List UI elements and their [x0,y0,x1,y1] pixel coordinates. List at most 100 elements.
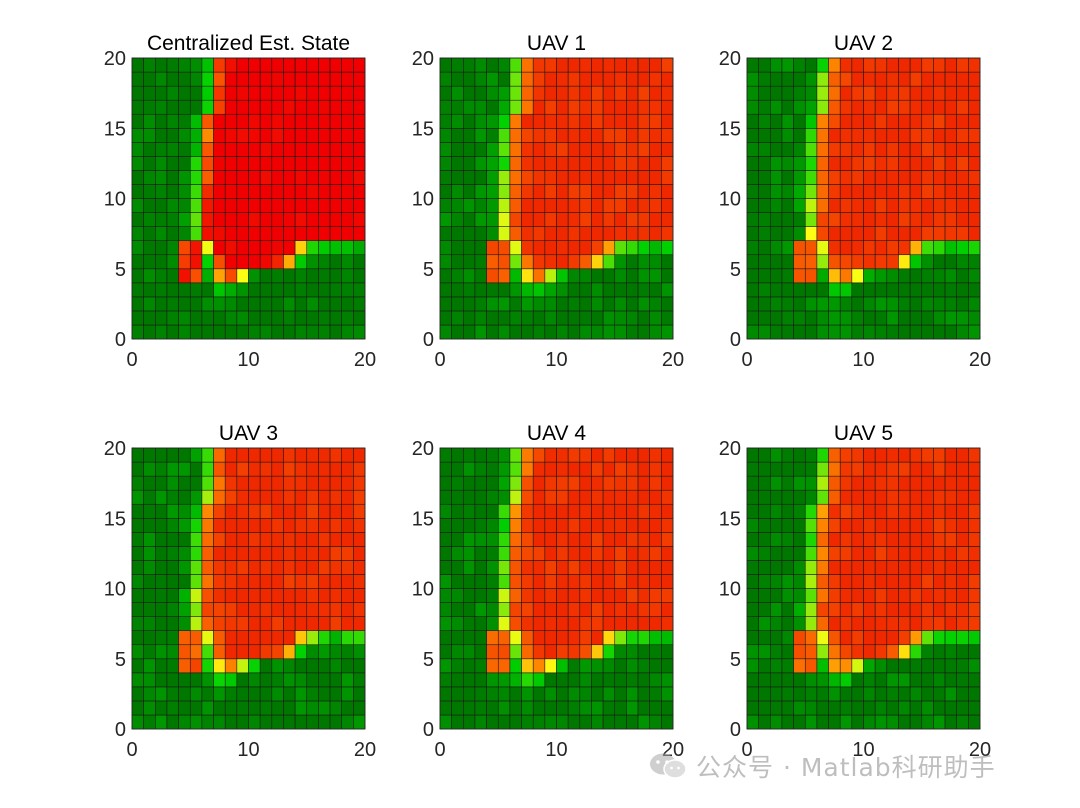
heatmap-cell [213,700,226,716]
heatmap-cell [909,588,923,603]
heatmap-cell [874,489,888,505]
heatmap-cell [591,296,604,312]
heatmap-cell [874,296,888,312]
heatmap-cell [804,616,818,631]
heatmap-cell [863,113,876,129]
heatmap-cell [649,240,662,256]
heatmap-cell [486,602,499,617]
heatmap-cell [968,212,981,227]
heatmap-cell [155,184,168,199]
heatmap-cell [886,517,899,533]
heatmap-cell [306,71,319,87]
heatmap-cell [944,700,958,716]
heatmap-cell [143,127,156,143]
heatmap-cell [839,658,853,674]
heatmap-cell [793,700,806,716]
heatmap-cell [898,489,911,505]
heatmap-cell [213,531,226,547]
heatmap-cell [851,240,864,256]
heatmap-cell [956,700,969,716]
heatmap-cell [921,310,934,326]
heatmap-cell [758,560,771,575]
heatmap-cell [793,170,806,185]
heatmap-cell [341,531,354,547]
heatmap-cell [567,602,581,617]
heatmap-cell [532,212,546,227]
heatmap-cell [898,282,911,298]
heatmap-cell [486,142,499,157]
heatmap-cell [909,113,923,129]
heatmap-cell [318,198,331,213]
heatmap-cell [649,447,662,463]
heatmap-cell [271,447,284,463]
heatmap-cell [968,226,981,242]
heatmap-cell [521,127,534,143]
heatmap-cell [898,71,911,87]
heatmap-cell [614,226,627,242]
heatmap-cell [886,156,899,171]
heatmap-cell [804,517,818,533]
heatmap-cell [201,672,214,688]
heatmap-cell [863,268,876,284]
heatmap-cell [968,310,981,326]
heatmap-cell [201,226,214,242]
heatmap-cell [439,282,452,298]
heatmap-cell [556,310,569,326]
heatmap-cell [521,560,534,575]
heatmap-cell [567,686,581,702]
heatmap-cell [166,517,179,533]
heatmap-cell [131,588,144,603]
heatmap-cell [898,198,911,213]
heatmap-cell [886,475,899,491]
heatmap-cell [294,616,308,631]
heatmap-cell [451,156,464,171]
heatmap-cell [283,461,296,477]
heatmap-cell [474,184,487,199]
heatmap-cell [661,170,674,185]
heatmap-cell [567,546,581,561]
heatmap-cell [828,71,841,87]
heatmap-cell [532,310,546,326]
heatmap-cell [933,85,946,101]
heatmap-cell [626,672,639,688]
heatmap-cell [544,240,557,256]
heatmap-cell [661,254,674,270]
heatmap-cell [259,184,273,199]
heatmap-cell [863,184,876,199]
heatmap-cell [851,546,864,561]
heatmap-cell [661,296,674,312]
heatmap-cell [793,560,806,575]
heatmap-cell [294,310,308,326]
heatmap-cell [614,503,627,519]
heatmap-cell [166,489,179,505]
heatmap-cell [532,686,546,702]
heatmap-cell [898,240,911,256]
heatmap-cell [804,240,818,256]
heatmap-cell [968,324,981,340]
heatmap-cell [661,686,674,702]
heatmap-cell [497,644,511,660]
heatmap-cell [189,226,203,242]
heatmap-cell [874,212,888,227]
y-tick-label: 5 [730,649,741,671]
heatmap-cell [874,630,888,646]
heatmap-cell [318,658,331,674]
heatmap-cell [579,602,592,617]
heatmap-cell [637,658,651,674]
heatmap-cell [863,447,876,463]
heatmap-cell [509,686,522,702]
heatmap-cell [769,113,783,129]
heatmap-cell [532,282,546,298]
heatmap-cell [839,198,853,213]
heatmap-cell [769,616,783,631]
heatmap-cell [155,170,168,185]
heatmap-cell [649,99,662,115]
heatmap-cell [497,700,511,716]
heatmap-cell [804,503,818,519]
heatmap-cell [898,503,911,519]
heatmap-cell [213,156,226,171]
heatmap-cell [851,686,864,702]
heatmap-cell [626,57,639,73]
heatmap-cell [201,282,214,298]
